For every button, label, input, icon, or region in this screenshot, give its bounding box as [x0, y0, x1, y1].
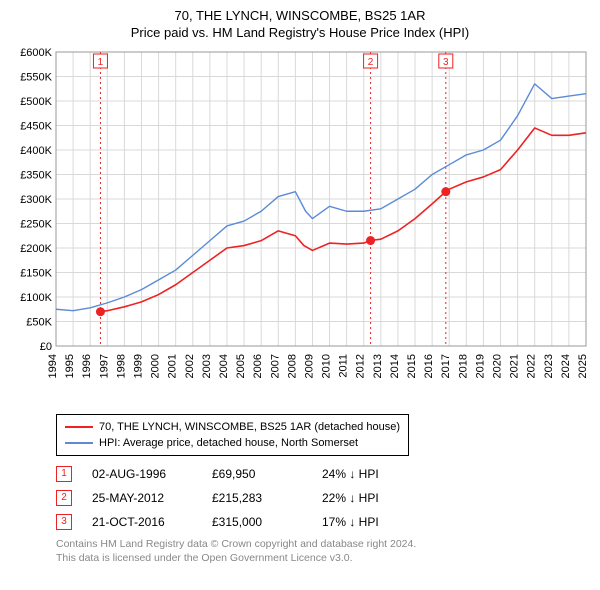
svg-text:2016: 2016 — [423, 354, 435, 378]
svg-text:2025: 2025 — [577, 354, 589, 378]
legend-item: HPI: Average price, detached house, Nort… — [65, 435, 400, 451]
svg-text:2023: 2023 — [543, 354, 555, 378]
event-note: 24% ↓ HPI — [322, 467, 379, 481]
svg-text:2003: 2003 — [201, 354, 213, 378]
svg-text:£100K: £100K — [20, 292, 52, 304]
svg-text:2012: 2012 — [355, 354, 367, 378]
svg-text:1999: 1999 — [132, 354, 144, 378]
svg-text:2002: 2002 — [184, 354, 196, 378]
svg-text:£350K: £350K — [20, 170, 52, 182]
svg-text:2019: 2019 — [474, 354, 486, 378]
legend-label: HPI: Average price, detached house, Nort… — [99, 435, 358, 451]
svg-text:£150K: £150K — [20, 268, 52, 280]
legend: 70, THE LYNCH, WINSCOMBE, BS25 1AR (deta… — [56, 414, 409, 456]
svg-text:2017: 2017 — [440, 354, 452, 378]
event-price: £215,283 — [212, 491, 302, 505]
event-marker: 3 — [56, 514, 72, 530]
svg-text:3: 3 — [443, 57, 449, 68]
svg-text:2009: 2009 — [303, 354, 315, 378]
svg-text:£250K: £250K — [20, 219, 52, 231]
svg-text:2000: 2000 — [150, 354, 162, 378]
svg-text:2013: 2013 — [372, 354, 384, 378]
chart-svg: £0 £50K £100K £150K £200K £250K £300K £350K £400… — [6, 46, 592, 406]
footnote: Contains HM Land Registry data © Crown c… — [56, 538, 594, 565]
svg-text:£550K: £550K — [20, 72, 52, 84]
event-annotations: 1 02-AUG-1996 £69,950 24% ↓ HPI 2 25-MAY-2012… — [56, 466, 594, 530]
event-note: 22% ↓ HPI — [322, 491, 379, 505]
svg-text:1997: 1997 — [98, 354, 110, 378]
event-date: 25-MAY-2012 — [92, 491, 192, 505]
chart-container: 70, THE LYNCH, WINSCOMBE, BS25 1AR Price… — [0, 0, 600, 571]
svg-text:£0: £0 — [40, 341, 52, 353]
svg-text:2005: 2005 — [235, 354, 247, 378]
svg-text:2014: 2014 — [389, 354, 401, 378]
svg-text:£200K: £200K — [20, 243, 52, 255]
svg-text:£600K: £600K — [20, 47, 52, 59]
legend-swatch — [65, 426, 93, 428]
svg-text:£500K: £500K — [20, 96, 52, 108]
svg-text:2022: 2022 — [526, 354, 538, 378]
svg-text:1994: 1994 — [47, 354, 59, 378]
svg-text:2021: 2021 — [509, 354, 521, 378]
svg-text:2007: 2007 — [269, 354, 281, 378]
svg-text:2008: 2008 — [286, 354, 298, 378]
event-price: £69,950 — [212, 467, 302, 481]
svg-text:2020: 2020 — [492, 354, 504, 378]
svg-text:1995: 1995 — [64, 354, 76, 378]
chart-subtitle: Price paid vs. HM Land Registry's House … — [6, 25, 594, 40]
legend-item: 70, THE LYNCH, WINSCOMBE, BS25 1AR (deta… — [65, 419, 400, 435]
svg-text:£450K: £450K — [20, 121, 52, 133]
svg-text:2011: 2011 — [338, 354, 350, 378]
svg-text:2024: 2024 — [560, 354, 572, 378]
svg-text:2010: 2010 — [321, 354, 333, 378]
svg-text:2015: 2015 — [406, 354, 418, 378]
svg-text:1998: 1998 — [115, 354, 127, 378]
chart-plot: £0 £50K £100K £150K £200K £250K £300K £350K £400… — [6, 46, 592, 406]
svg-text:2006: 2006 — [252, 354, 264, 378]
event-price: £315,000 — [212, 515, 302, 529]
event-date: 21-OCT-2016 — [92, 515, 192, 529]
legend-label: 70, THE LYNCH, WINSCOMBE, BS25 1AR (deta… — [99, 419, 400, 435]
event-date: 02-AUG-1996 — [92, 467, 192, 481]
event-row: 3 21-OCT-2016 £315,000 17% ↓ HPI — [56, 514, 594, 530]
svg-text:2018: 2018 — [457, 354, 469, 378]
svg-text:£400K: £400K — [20, 145, 52, 157]
event-marker: 2 — [56, 490, 72, 506]
svg-text:£50K: £50K — [26, 317, 52, 329]
event-row: 1 02-AUG-1996 £69,950 24% ↓ HPI — [56, 466, 594, 482]
chart-title: 70, THE LYNCH, WINSCOMBE, BS25 1AR — [6, 8, 594, 23]
svg-text:2001: 2001 — [167, 354, 179, 378]
legend-swatch — [65, 442, 93, 444]
footnote-line: This data is licensed under the Open Gov… — [56, 552, 594, 566]
svg-text:1: 1 — [98, 57, 104, 68]
event-marker: 1 — [56, 466, 72, 482]
svg-text:1996: 1996 — [81, 354, 93, 378]
svg-text:2: 2 — [368, 57, 374, 68]
footnote-line: Contains HM Land Registry data © Crown c… — [56, 538, 594, 552]
svg-text:2004: 2004 — [218, 354, 230, 378]
event-row: 2 25-MAY-2012 £215,283 22% ↓ HPI — [56, 490, 594, 506]
event-note: 17% ↓ HPI — [322, 515, 379, 529]
svg-text:£300K: £300K — [20, 194, 52, 206]
